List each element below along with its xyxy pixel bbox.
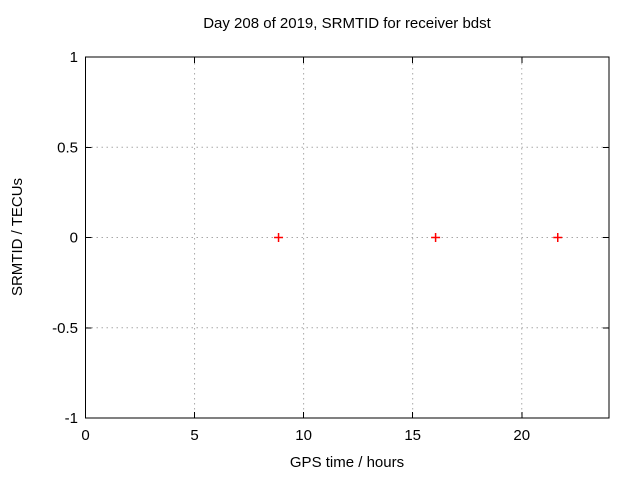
x-tick-label: 10: [295, 427, 312, 444]
chart-title: Day 208 of 2019, SRMTID for receiver bds…: [203, 15, 491, 32]
y-tick-label: -1: [65, 410, 78, 427]
y-tick-label: 1: [70, 49, 78, 66]
y-tick-label: 0: [70, 230, 78, 247]
y-tick-label: -0.5: [52, 320, 78, 337]
x-tick-label: 20: [513, 427, 530, 444]
x-axis-label: GPS time / hours: [289, 454, 405, 471]
x-tick-label: 0: [81, 427, 89, 444]
x-tick-label: 15: [404, 427, 421, 444]
x-tick-label: 5: [190, 427, 198, 444]
y-tick-label: 0.5: [57, 139, 78, 156]
